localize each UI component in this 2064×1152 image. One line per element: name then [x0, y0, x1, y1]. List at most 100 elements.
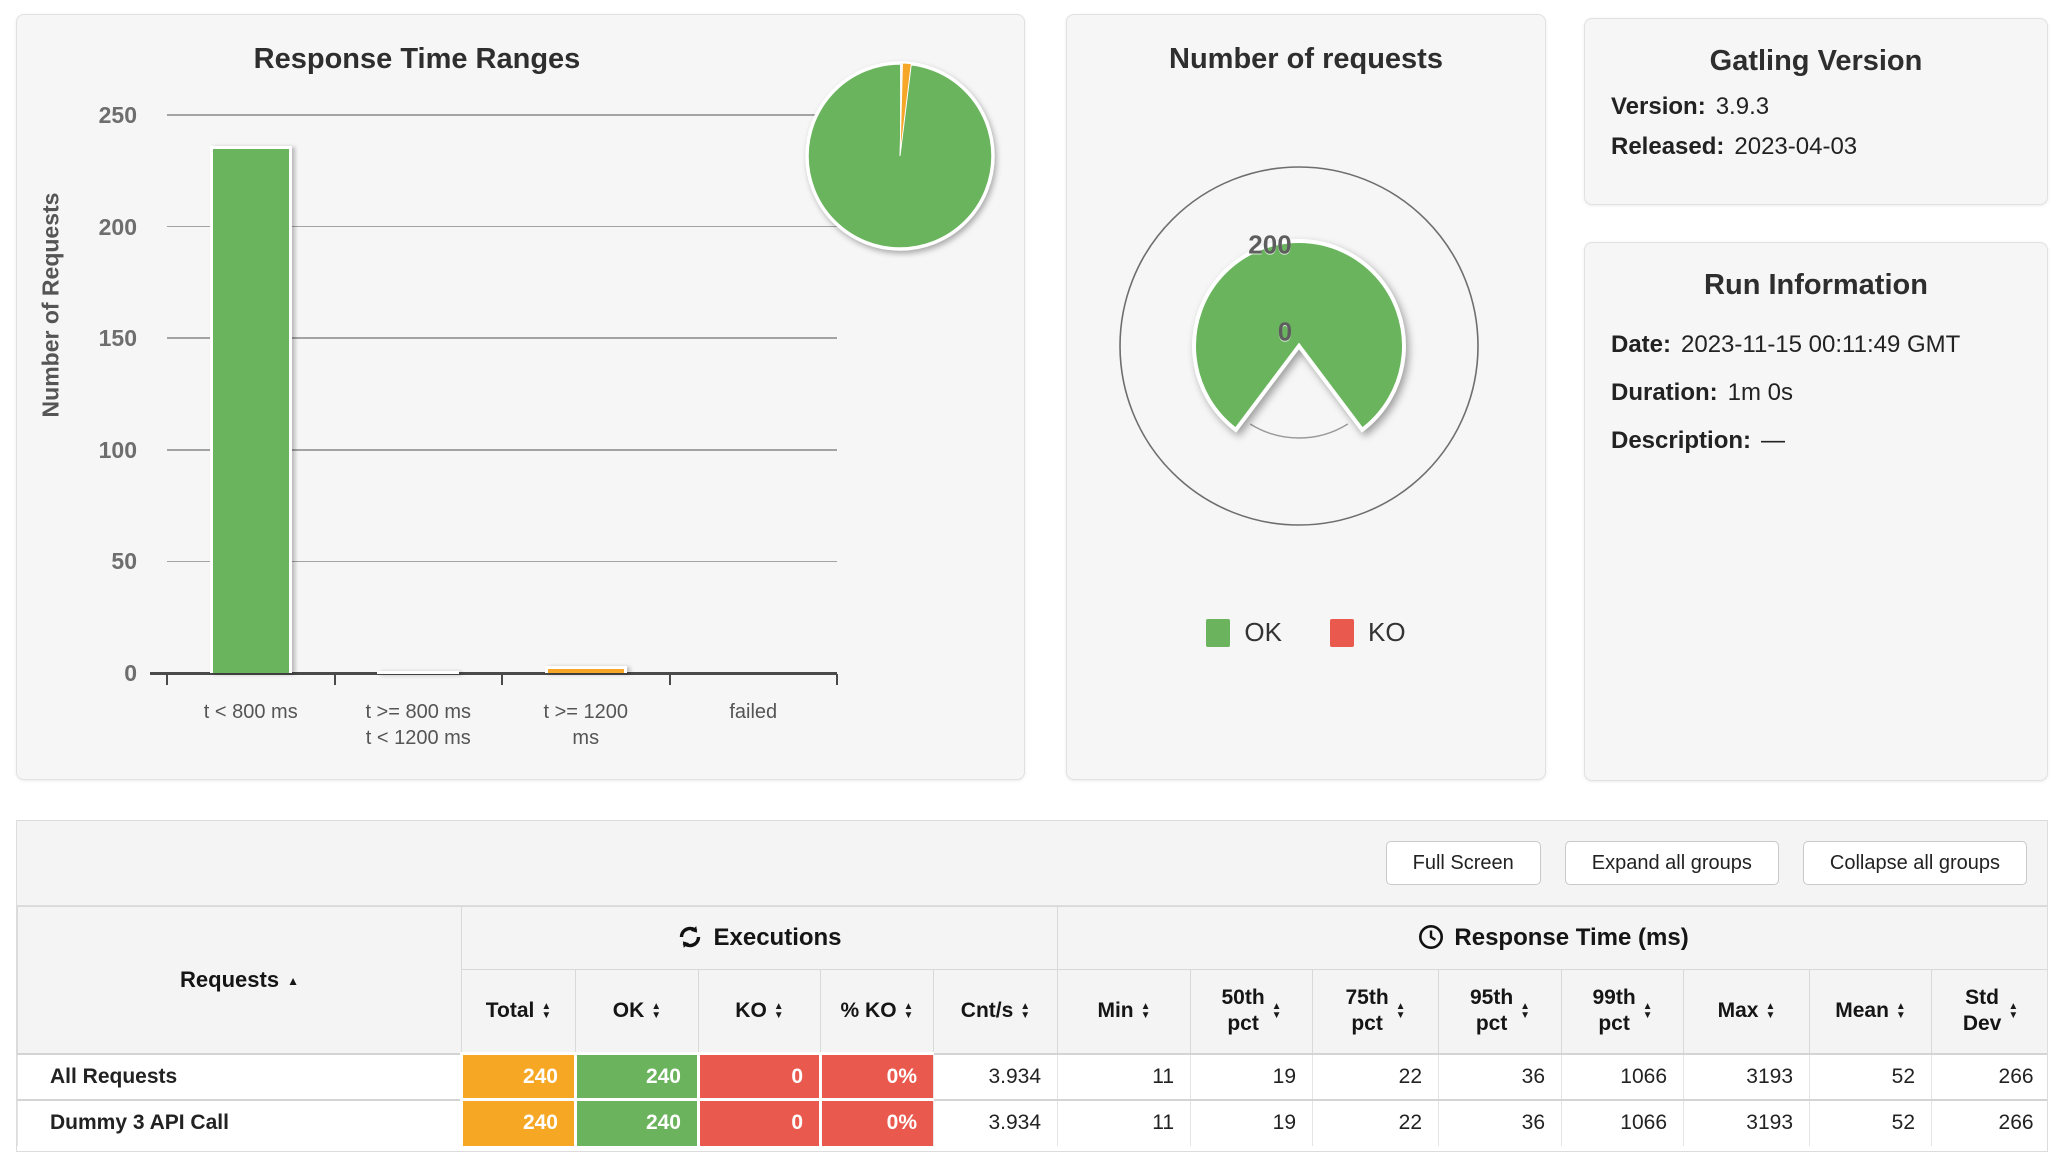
- pct-ko-cell: 0%: [819, 1098, 934, 1146]
- duration-value: 1m 0s: [1727, 379, 1794, 406]
- run-information-panel: Run Information Date: 2023-11-15 00:11:49…: [1584, 242, 2048, 781]
- statistics-toolbar: Full Screen Expand all groups Collapse a…: [17, 821, 2047, 906]
- gridline: [167, 114, 837, 116]
- gauge-tick-0: 0: [1277, 316, 1293, 347]
- bar-plot: 0 50 100 150 200 250 t < 800 ms t >= 800 ms t < …: [17, 15, 1024, 779]
- y-tick-label: 250: [98, 102, 137, 128]
- released-label: Released:: [1611, 133, 1725, 160]
- request-name-cell: Dummy 3 API Call: [17, 1098, 462, 1146]
- x-tick-mark: [166, 674, 168, 685]
- released-line: Released: 2023-04-03: [1611, 133, 1857, 161]
- response-time-inset-pie: [805, 61, 995, 251]
- gauge-inner-arc: [1249, 423, 1349, 439]
- duration-label: Duration:: [1611, 379, 1718, 406]
- y-tick-label: 200: [98, 213, 137, 240]
- column-header-ok[interactable]: OK ▲ ▼: [575, 969, 699, 1054]
- table-row-all-requests[interactable]: All Requests 240 240 0 0% 3.934 11 19 22…: [17, 1052, 2047, 1100]
- sort-icon: ▲ ▼: [2008, 1001, 2019, 1022]
- expand-all-groups-button[interactable]: Expand all groups: [1564, 841, 1779, 885]
- table-row-dummy-3-api-call[interactable]: Dummy 3 API Call 240 240 0 0% 3.934 11 1…: [17, 1098, 2047, 1146]
- column-header-pct-ko[interactable]: % KO ▲ ▼: [820, 969, 934, 1054]
- sort-icon: ▲ ▼: [1520, 1001, 1531, 1022]
- bar-0: [209, 146, 292, 673]
- max-cell: 3193: [1683, 1098, 1810, 1146]
- column-header-ko[interactable]: KO ▲ ▼: [698, 969, 821, 1054]
- description-value: —: [1761, 427, 1786, 454]
- request-name-cell: All Requests: [17, 1052, 462, 1100]
- sort-icon: ▲ ▼: [1020, 1001, 1031, 1022]
- ko-cell: 0: [697, 1052, 821, 1100]
- ok-cell: 240: [574, 1052, 699, 1100]
- column-header-95th-pct[interactable]: 95th pct ▲ ▼: [1438, 969, 1563, 1054]
- column-header-50th-pct[interactable]: 50th pct ▲ ▼: [1190, 969, 1314, 1054]
- x-tick-mark: [836, 674, 838, 685]
- date-value: 2023-11-15 00:11:49 GMT: [1681, 331, 1961, 358]
- column-header-99th-pct[interactable]: 99th pct ▲ ▼: [1561, 969, 1685, 1054]
- pct50-cell: 19: [1190, 1052, 1313, 1100]
- group-header-executions: Executions: [460, 906, 1059, 970]
- sort-icon: ▲ ▼: [773, 1001, 784, 1021]
- column-header-max[interactable]: Max ▲ ▼: [1683, 969, 1811, 1054]
- pct75-cell: 22: [1312, 1098, 1439, 1146]
- executions-group-label: Executions: [713, 924, 842, 951]
- response-time-ranges-panel: Response Time Ranges Number of Requests …: [16, 14, 1025, 780]
- statistics-table: Requests ▲ Executions: [17, 906, 2047, 1146]
- version-label: Version:: [1611, 93, 1706, 120]
- legend-item-ok[interactable]: OK: [1206, 617, 1282, 648]
- category-label: t < 800 ms: [203, 701, 298, 723]
- bar-1: [377, 670, 460, 674]
- y-tick-label: 0: [124, 660, 137, 686]
- min-cell: 11: [1057, 1098, 1191, 1146]
- full-screen-button[interactable]: Full Screen: [1385, 841, 1541, 885]
- ko-swatch-icon: [1330, 618, 1354, 647]
- x-tick-mark: [501, 674, 503, 685]
- column-header-requests[interactable]: Requests ▲: [17, 906, 462, 1054]
- panel-title: Gatling Version: [1709, 45, 1923, 77]
- y-tick-label: 150: [98, 325, 137, 352]
- ok-swatch-icon: [1206, 618, 1231, 647]
- column-header-total[interactable]: Total ▲ ▼: [461, 969, 576, 1054]
- statistics-section: Full Screen Expand all groups Collapse a…: [16, 820, 2048, 1152]
- number-of-requests-panel: Number of requests 200 0 OK KO: [1066, 14, 1546, 780]
- chart-title: Response Time Ranges: [253, 43, 581, 75]
- max-cell: 3193: [1683, 1052, 1810, 1100]
- y-tick-label: 50: [111, 548, 137, 575]
- gauge-legend: OK KO: [1067, 617, 1545, 648]
- pct99-cell: 1066: [1561, 1098, 1684, 1146]
- column-header-75th-pct[interactable]: 75th pct ▲ ▼: [1312, 969, 1440, 1054]
- cnt-s-cell: 3.934: [932, 1052, 1058, 1100]
- sort-icon: ▲ ▼: [903, 1001, 914, 1021]
- gridline: [167, 337, 837, 339]
- gauge-ok-slice: [1192, 239, 1406, 433]
- std-dev-cell: 266: [1931, 1098, 2047, 1146]
- inset-pie-orange-slice: [899, 62, 912, 157]
- mean-cell: 52: [1809, 1098, 1932, 1146]
- pct-ko-cell: 0%: [819, 1052, 934, 1100]
- pct50-cell: 19: [1190, 1098, 1313, 1146]
- gridline: [167, 560, 837, 563]
- duration-line: Duration: 1m 0s: [1611, 379, 1793, 407]
- sort-icon: ▲ ▼: [1642, 1001, 1653, 1022]
- clock-icon: [1419, 925, 1444, 949]
- sort-icon: ▲ ▼: [1271, 1001, 1282, 1022]
- category-label: t >= 800 ms t < 1200 ms: [365, 701, 472, 749]
- legend-label: KO: [1368, 617, 1406, 647]
- column-header-cnt-s[interactable]: Cnt/s ▲ ▼: [932, 969, 1059, 1054]
- column-header-std-dev[interactable]: Std Dev ▲ ▼: [1931, 969, 2047, 1054]
- legend-item-ko[interactable]: KO: [1330, 617, 1406, 648]
- column-header-min[interactable]: Min ▲ ▼: [1057, 969, 1192, 1054]
- gatling-version-panel: Gatling Version Version: 3.9.3 Released: 2…: [1584, 18, 2048, 205]
- version-line: Version: 3.9.3: [1611, 93, 1769, 121]
- column-header-mean[interactable]: Mean ▲ ▼: [1809, 969, 1933, 1054]
- cnt-s-cell: 3.934: [932, 1098, 1058, 1146]
- gridline: [167, 449, 837, 451]
- refresh-arrows-icon: [680, 926, 701, 948]
- panel-title: Run Information: [1704, 269, 1928, 301]
- pct75-cell: 22: [1312, 1052, 1439, 1100]
- chart-title: Number of requests: [1169, 43, 1443, 75]
- gauge-outer-circle: [1119, 166, 1479, 526]
- collapse-all-groups-button[interactable]: Collapse all groups: [1802, 841, 2027, 885]
- ok-cell: 240: [574, 1098, 699, 1146]
- sort-icon: ▲ ▼: [651, 1001, 662, 1021]
